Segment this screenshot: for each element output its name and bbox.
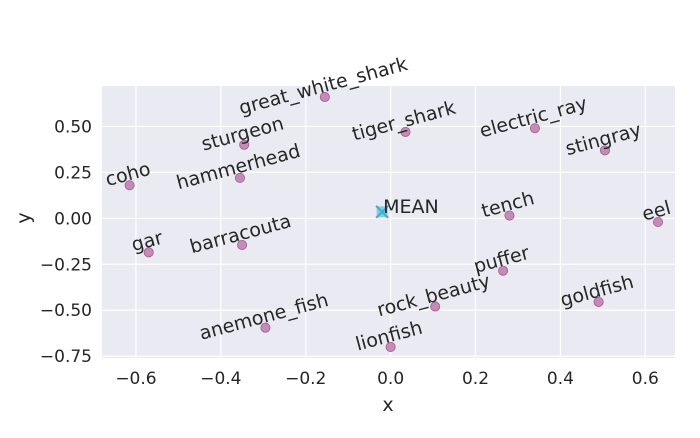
data-point (504, 210, 515, 221)
y-axis-label: y (13, 212, 35, 223)
data-point (529, 123, 540, 134)
mean-marker-cross-b (375, 205, 389, 219)
plot-background (102, 86, 675, 358)
mean-label: MEAN (383, 196, 439, 218)
x-tick-label: −0.4 (200, 369, 241, 389)
data-points (124, 92, 664, 352)
y-tick-label: 0.50 (54, 117, 92, 137)
y-tick-label: 0.25 (54, 163, 92, 183)
data-point (430, 301, 441, 312)
x-axis-label: x (382, 394, 393, 416)
y-tick-label: −0.50 (40, 301, 92, 321)
y-tick-label: 0.00 (54, 209, 92, 229)
data-point (124, 180, 135, 191)
data-point (653, 216, 664, 227)
x-gridlines (135, 86, 646, 358)
y-tick-labels: −0.75 −0.50 −0.25 0.00 0.25 0.50 (40, 117, 92, 367)
x-tick-label: −0.2 (285, 369, 326, 389)
x-tick-label: 0.4 (547, 369, 574, 389)
data-point (143, 247, 154, 258)
data-point (385, 341, 396, 352)
mean-marker-group: MEAN (375, 196, 439, 219)
x-tick-label: 0.6 (632, 369, 659, 389)
data-point (319, 92, 330, 103)
data-point (498, 265, 509, 276)
y-tick-label: −0.25 (40, 255, 92, 275)
data-point (234, 172, 245, 183)
data-point (260, 322, 271, 333)
data-point (400, 126, 411, 137)
data-point (237, 239, 248, 250)
x-tick-label: 0.0 (377, 369, 404, 389)
x-tick-labels: −0.6 −0.4 −0.2 0.0 0.2 0.4 0.6 (115, 369, 658, 389)
data-point (239, 139, 250, 150)
x-tick-label: −0.6 (115, 369, 156, 389)
x-tick-label: 0.2 (462, 369, 489, 389)
data-point (599, 145, 610, 156)
y-tick-label: −0.75 (40, 347, 92, 367)
y-gridlines (102, 125, 675, 357)
data-point (593, 296, 604, 307)
